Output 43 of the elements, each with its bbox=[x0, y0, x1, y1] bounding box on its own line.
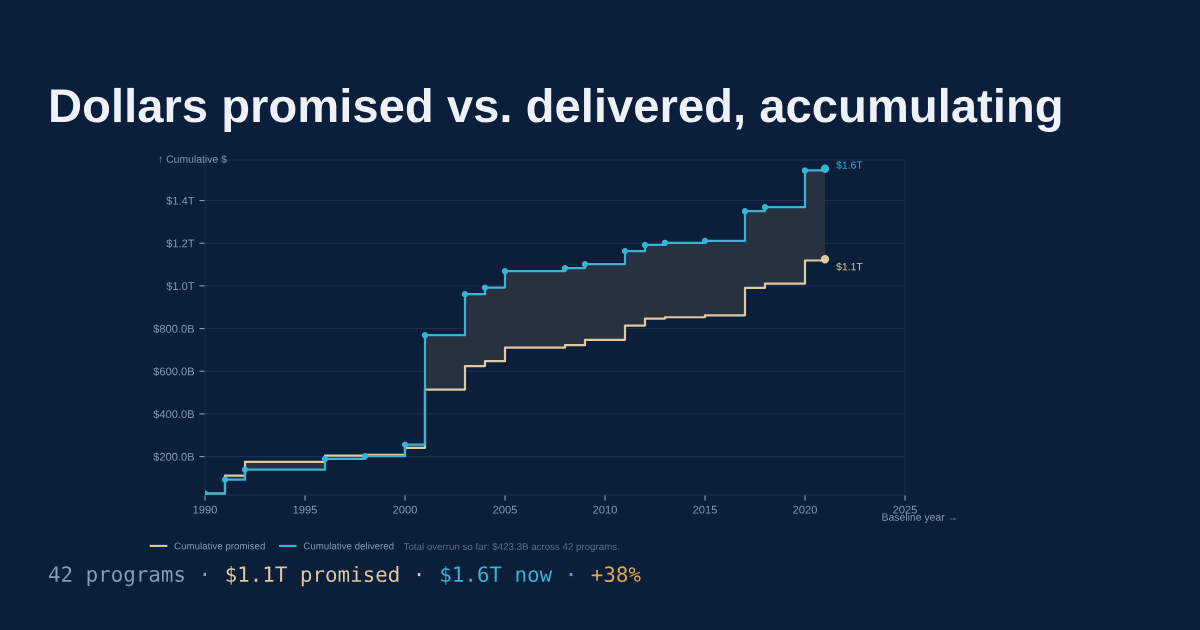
point bbox=[421, 332, 429, 339]
x-tick-label: 2025 bbox=[893, 505, 917, 514]
x-tick-label: 2020 bbox=[793, 505, 817, 514]
y-tick-label: $1.4T bbox=[166, 196, 195, 206]
point bbox=[501, 268, 509, 275]
point bbox=[741, 208, 749, 215]
point bbox=[581, 261, 589, 268]
point bbox=[481, 284, 489, 291]
point bbox=[621, 247, 629, 255]
point bbox=[221, 476, 229, 483]
y-tick-label: $200.0B bbox=[153, 452, 194, 462]
point bbox=[701, 237, 709, 244]
point bbox=[321, 455, 329, 463]
y-axis-title: ↑ Cumulative $ bbox=[159, 154, 227, 164]
x-tick-label: 2000 bbox=[393, 505, 417, 514]
point bbox=[241, 466, 249, 473]
point bbox=[401, 441, 409, 448]
y-tick-label: $800.0B bbox=[153, 324, 194, 334]
chart-title: Dollars promised vs. delivered, accumulating bbox=[51, 87, 1061, 133]
x-tick-label: 1995 bbox=[293, 505, 317, 514]
y-tick-label: $1.2T bbox=[166, 239, 195, 249]
annotation: $1.6T bbox=[836, 160, 863, 170]
x-tick-label: 2010 bbox=[593, 505, 617, 514]
point bbox=[661, 239, 669, 246]
x-axis-title: Baseline year → bbox=[882, 513, 956, 523]
text: Total overrun so far: $423.3B across 42 programs. bbox=[403, 542, 619, 552]
x-tick-label: 1990 bbox=[193, 505, 217, 514]
legend-label: Cumulative promised bbox=[174, 542, 265, 552]
annotation: $1.1T bbox=[836, 262, 863, 271]
x-tick-label: 2015 bbox=[693, 505, 717, 514]
point bbox=[361, 453, 369, 460]
y-tick-label: $1.0T bbox=[166, 281, 195, 291]
point bbox=[820, 255, 830, 264]
y-tick-label: $600.0B bbox=[153, 367, 194, 377]
point bbox=[761, 204, 769, 211]
point bbox=[641, 241, 649, 249]
legend-label: Cumulative delivered bbox=[303, 542, 394, 550]
text: 42 programs · $1.1T promised · $1.6T now · +38% bbox=[49, 565, 641, 587]
x-tick-label: 2005 bbox=[493, 505, 517, 514]
y-tick-label: $400.0B bbox=[153, 409, 194, 419]
point bbox=[561, 265, 569, 272]
point bbox=[461, 291, 469, 298]
point bbox=[801, 167, 809, 174]
